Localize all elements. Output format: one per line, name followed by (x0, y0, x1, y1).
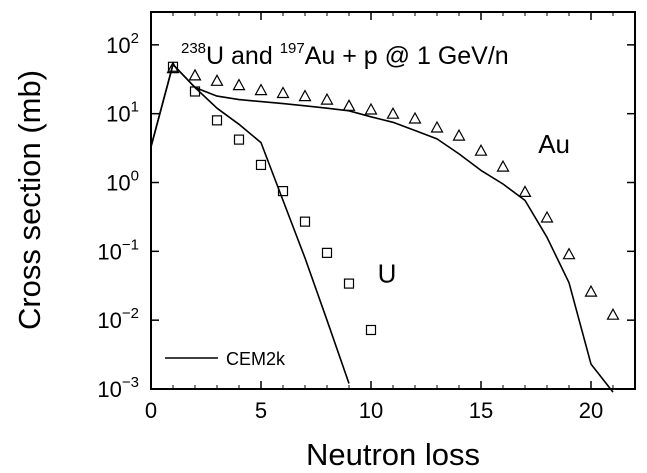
model-curve (150, 63, 614, 393)
x-tick-label: 0 (145, 398, 157, 423)
au-data-point (232, 78, 246, 91)
y-tick-label: 10−2 (97, 305, 139, 333)
model-lines (150, 63, 614, 393)
au-data-point (540, 210, 554, 223)
x-tick-label: 15 (469, 398, 493, 423)
u-data-point (211, 115, 223, 126)
x-tick-label: 5 (255, 398, 267, 423)
au-data-point (210, 74, 224, 86)
u-data-point (321, 247, 333, 258)
au-data-point (584, 284, 598, 297)
au-data-point (298, 89, 312, 102)
au-data-point (364, 102, 378, 115)
y-tick-label: 100 (106, 168, 139, 196)
au-data-point (254, 83, 268, 96)
au-data-point (408, 111, 422, 124)
u-data-point (343, 278, 355, 289)
u-data-point (189, 86, 201, 97)
au-data-point (430, 120, 444, 133)
au-data-point (386, 106, 400, 119)
au-data-point (320, 92, 334, 105)
au-data-point (166, 61, 180, 74)
u-data-point (277, 186, 289, 197)
y-tick-label: 10−1 (97, 236, 139, 264)
y-tick-label: 10−3 (97, 374, 139, 402)
x-axis-label: Neutron loss (306, 437, 480, 472)
u-data-point (299, 216, 311, 227)
au-data-point (452, 128, 466, 141)
legend-label: CEM2k (226, 349, 286, 369)
au-data-point (276, 86, 290, 99)
au-data-point (342, 99, 356, 111)
u-data-point (255, 159, 267, 171)
u-data-point (233, 134, 245, 145)
au-data-point (606, 307, 620, 320)
au-data-point (518, 185, 532, 197)
x-axis-ticks: 0 5 10 15 20 (145, 12, 614, 423)
au-data-point (496, 159, 510, 172)
y-tick-label: 102 (106, 30, 139, 58)
au-data-point (562, 247, 576, 260)
chart-title: 238U and 197Au + p @ 1 GeV/n (181, 40, 509, 70)
x-tick-label: 10 (359, 398, 383, 423)
y-axis-label: Cross section (mb) (12, 70, 47, 330)
data-markers (166, 61, 620, 336)
y-axis-ticks: 102 101 100 10−1 10−2 10−3 (97, 30, 635, 402)
model-curve (150, 63, 350, 384)
x-tick-label: 20 (579, 398, 603, 423)
annotation-u: U (378, 259, 397, 289)
annotation-au: Au (538, 129, 570, 159)
au-data-point (474, 143, 488, 156)
u-data-point (365, 324, 377, 336)
y-tick-label: 101 (106, 99, 139, 127)
au-data-point (188, 68, 202, 81)
